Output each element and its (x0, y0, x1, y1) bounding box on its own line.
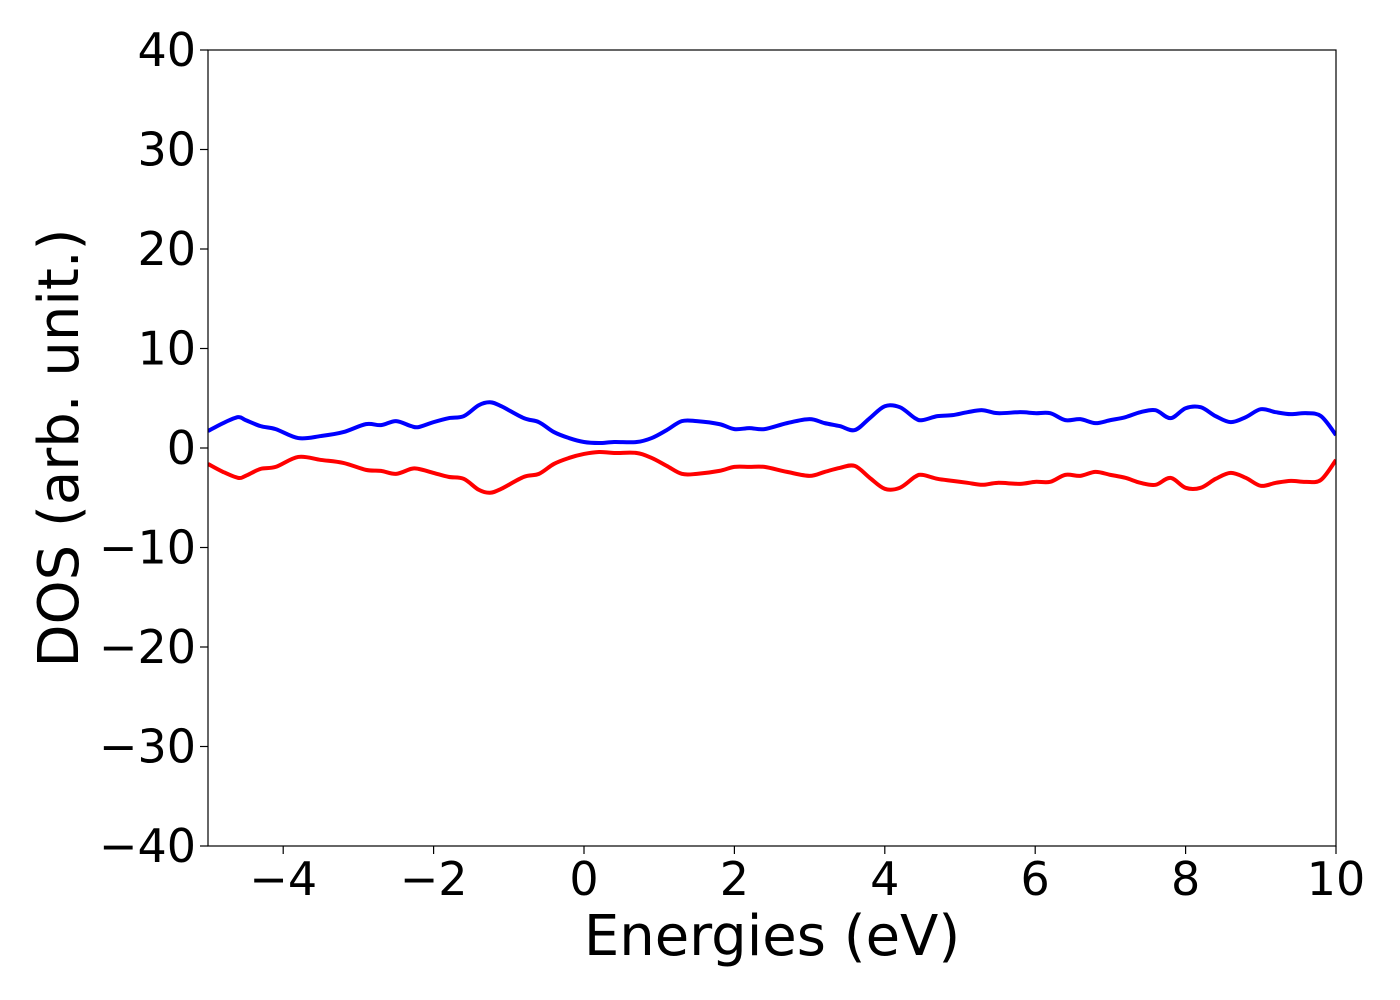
x-axis-label: Energies (eV) (584, 904, 960, 969)
y-tick-label: 10 (137, 322, 196, 376)
y-tick-label: −10 (99, 521, 196, 575)
x-tick-label: −2 (400, 852, 468, 906)
y-tick-label: 40 (137, 23, 196, 77)
x-tick-label: 10 (1307, 852, 1366, 906)
x-tick-label: 2 (720, 852, 749, 906)
plot-frame (207, 49, 1337, 847)
y-tick-label: −40 (99, 819, 196, 873)
x-tick-label: 4 (870, 852, 899, 906)
y-tick-label: 0 (167, 421, 196, 475)
y-axis-label: DOS (arb. unit.) (27, 228, 92, 667)
x-tick-label: 6 (1021, 852, 1050, 906)
y-tick-label: 30 (137, 123, 196, 177)
y-tick-label: −20 (99, 620, 196, 674)
x-tick-label: 8 (1171, 852, 1200, 906)
x-tick-label: −4 (249, 852, 317, 906)
series-line-1 (208, 400, 1336, 446)
y-axis: −40 −30 −20 −10 0 10 20 30 40 (99, 23, 208, 873)
x-tick-label: 0 (569, 852, 598, 906)
y-tick-label: −30 (99, 720, 196, 774)
x-axis: −4 −2 0 2 4 6 8 10 (249, 846, 1365, 906)
series-line-2 (208, 449, 1336, 495)
y-tick-label: 20 (137, 222, 196, 276)
plot-lines (208, 400, 1336, 495)
